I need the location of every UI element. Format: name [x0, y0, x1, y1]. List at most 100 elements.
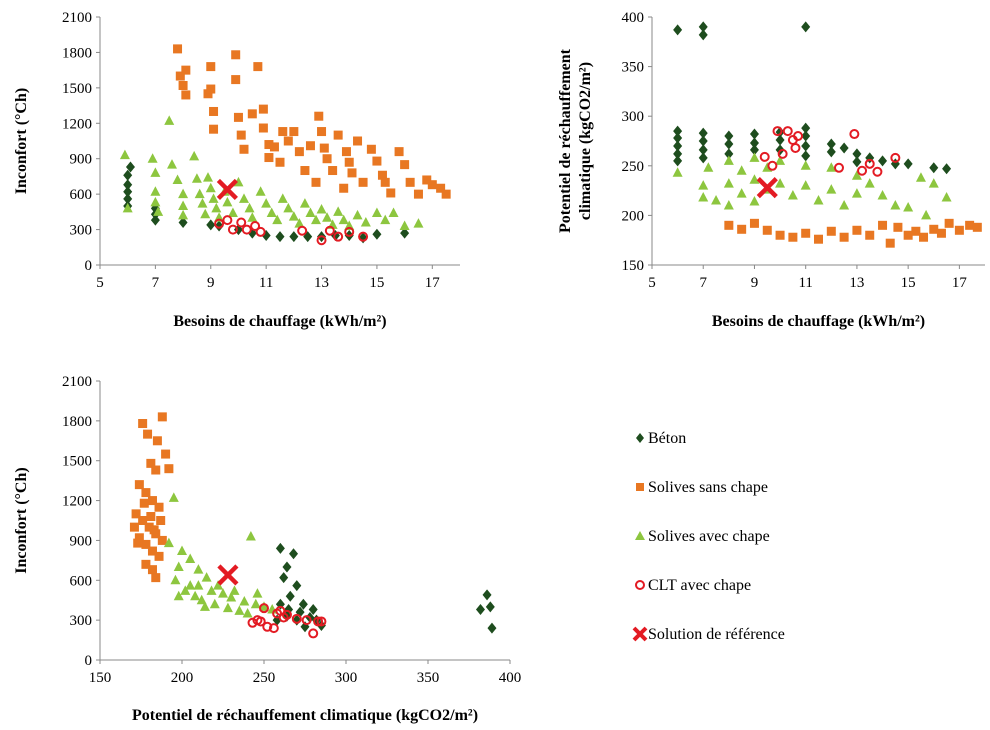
data-point-beton: [673, 140, 683, 152]
data-point-beton: [282, 561, 292, 573]
data-point-beton: [852, 148, 862, 160]
x-tick-label: 250: [253, 670, 276, 686]
data-point-clt: [767, 160, 778, 171]
data-point-sans: [141, 539, 151, 549]
data-point-ref: [217, 564, 239, 586]
data-point-clt: [857, 165, 868, 176]
data-point-sans: [247, 109, 257, 119]
data-point-avec: [736, 188, 747, 198]
x-tick-label: 17: [952, 275, 968, 291]
data-point-beton: [214, 220, 224, 232]
data-point-sans: [386, 188, 396, 198]
data-point-beton: [749, 128, 759, 140]
data-point-avec: [167, 159, 177, 169]
data-point-avec: [185, 580, 196, 590]
series-avec: [163, 492, 278, 618]
data-point-sans: [178, 80, 188, 90]
data-point-avec: [672, 167, 683, 177]
cross-stroke: [756, 177, 778, 199]
legend-label-ref: Solution de référence: [648, 626, 785, 643]
y-tick-label: 350: [622, 60, 645, 76]
data-point-sans: [152, 436, 162, 446]
data-point-avec: [698, 192, 709, 202]
data-point-avec: [150, 196, 161, 207]
data-point-clt: [759, 151, 770, 162]
data-point-avec: [150, 167, 161, 177]
data-point-avec: [288, 211, 299, 221]
data-point-sans: [954, 225, 964, 235]
data-point-sans: [156, 516, 166, 525]
data-point-beton: [698, 21, 708, 33]
y-tick-label: 1200: [62, 116, 92, 132]
data-point-avec: [800, 180, 811, 190]
data-point-sans: [762, 225, 772, 235]
data-point-sans: [151, 573, 161, 583]
data-point-sans: [181, 90, 191, 100]
data-point-sans: [358, 177, 368, 187]
data-point-clt: [777, 148, 788, 159]
data-point-avec: [399, 220, 410, 231]
data-point-sans: [134, 480, 144, 490]
y-tick-label: 250: [622, 159, 645, 175]
data-point-clt: [872, 166, 883, 177]
legend-label-clt: CLT avec chape: [648, 577, 751, 594]
data-point-sans: [377, 170, 387, 180]
data-point-sans: [775, 230, 785, 240]
data-point-beton: [285, 590, 295, 602]
series-ref: [756, 177, 778, 199]
data-point-sans: [181, 65, 191, 75]
data-point-beton: [123, 179, 133, 191]
data-point-clt: [255, 616, 266, 627]
data-point-sans: [154, 502, 164, 512]
data-point-avec: [322, 212, 333, 222]
cross-stroke: [216, 178, 238, 201]
data-point-sans: [129, 522, 139, 532]
data-point-sans: [157, 535, 167, 545]
data-point-sans: [258, 123, 268, 133]
x-tick-label: 15: [901, 275, 916, 291]
data-point-sans: [289, 127, 299, 137]
data-point-avec: [698, 180, 709, 190]
data-point-avec: [185, 553, 196, 564]
data-point-avec: [170, 574, 181, 585]
data-point-beton: [123, 169, 133, 181]
data-point-beton: [801, 122, 811, 134]
data-point-clt: [227, 224, 238, 235]
y-tick-label: 1200: [62, 494, 92, 510]
legend-item-clt: CLT avec chape: [635, 577, 751, 594]
data-point-beton: [279, 572, 289, 584]
data-point-avec: [206, 585, 217, 595]
data-point-sans: [400, 160, 410, 170]
data-point-avec: [247, 212, 258, 222]
data-point-beton: [485, 601, 495, 613]
data-point-sans: [278, 127, 288, 137]
data-point-sans: [965, 220, 975, 230]
data-point-avec: [877, 190, 888, 200]
data-point-beton: [698, 29, 708, 41]
data-point-avec: [173, 590, 184, 601]
legend-marker-clt: [635, 580, 645, 590]
data-point-sans: [893, 222, 903, 232]
data-point-avec: [703, 162, 714, 172]
data-point-clt: [250, 221, 261, 232]
data-point-avec: [787, 190, 798, 200]
data-point-clt: [316, 235, 327, 246]
data-point-beton: [801, 140, 811, 152]
data-point-sans: [852, 225, 862, 235]
series-beton: [272, 542, 497, 634]
y-tick-label: 900: [70, 152, 93, 168]
data-point-avec: [352, 209, 363, 220]
data-point-avec: [775, 155, 786, 165]
data-point-avec: [259, 601, 269, 611]
data-point-sans: [319, 143, 329, 153]
data-point-beton: [852, 156, 862, 168]
legend-label-sans: Solives sans chape: [648, 479, 768, 496]
x-tick-label: 9: [751, 275, 759, 291]
series-avec: [119, 115, 424, 231]
data-point-sans: [366, 144, 376, 154]
data-point-avec: [164, 115, 175, 125]
data-point-avec: [153, 206, 164, 216]
data-point-avec: [250, 598, 261, 609]
data-point-beton: [400, 227, 410, 239]
data-point-avec: [749, 196, 760, 206]
